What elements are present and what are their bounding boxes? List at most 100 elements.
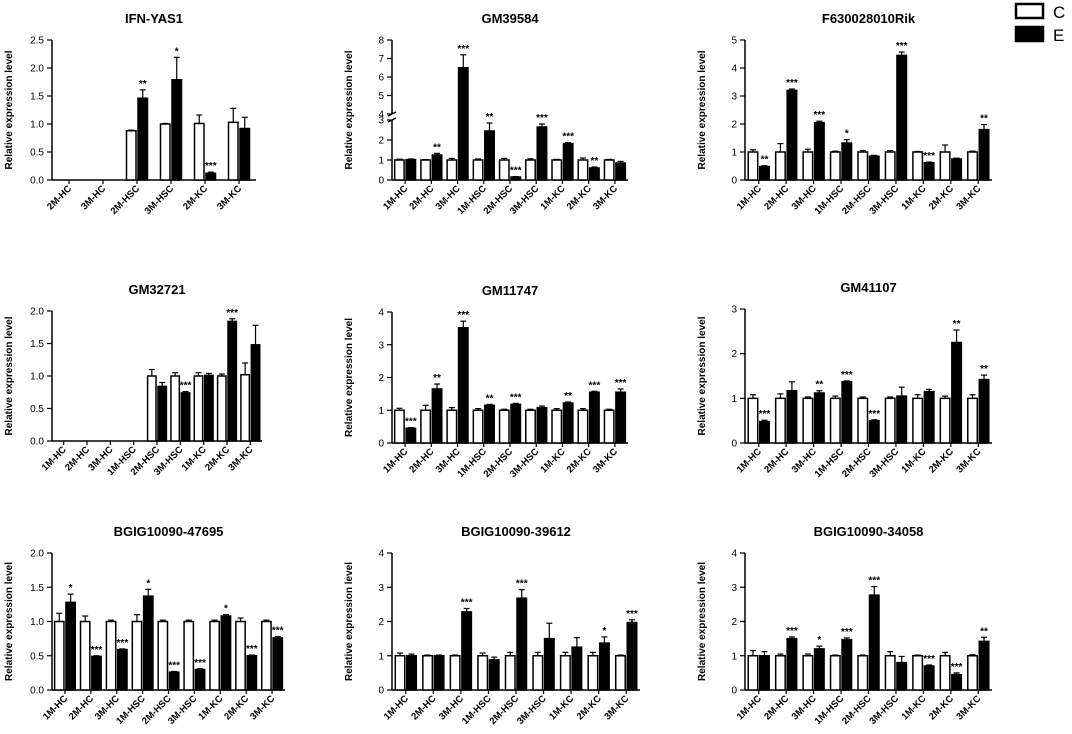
significance-label: ***	[457, 310, 469, 321]
y-tick-label: 3	[731, 583, 737, 594]
y-tick-label: 1.5	[30, 92, 44, 103]
significance-label: *	[602, 626, 606, 637]
chart-title: IFN-YAS1	[125, 11, 183, 26]
bar	[525, 159, 536, 181]
bar	[884, 397, 896, 444]
significance-label: ***	[246, 644, 258, 655]
x-tick-label: 2M-HC	[67, 693, 96, 722]
bar	[967, 397, 979, 444]
bar	[543, 637, 555, 691]
bar	[747, 151, 759, 181]
bar	[786, 389, 798, 444]
bar	[157, 620, 169, 691]
significance-label: **	[980, 114, 988, 125]
bar	[786, 89, 798, 181]
bar	[774, 397, 786, 444]
y-tick-label: 0.0	[30, 176, 44, 187]
x-tick-label: 3M-HSC	[868, 183, 902, 217]
x-tick-label: 3M-KC	[591, 446, 620, 475]
chart-title: GM41107	[840, 280, 896, 295]
bar	[240, 373, 251, 442]
y-tick-label: 2.0	[30, 64, 44, 75]
bar	[180, 392, 191, 442]
y-axis-label: Relative expression level	[4, 50, 15, 169]
x-tick-label: 1M-KC	[539, 446, 568, 475]
bar	[422, 655, 434, 691]
bar	[203, 374, 214, 442]
bar	[978, 378, 990, 444]
bar	[142, 595, 154, 691]
x-tick-label: 3M-HSC	[868, 693, 902, 727]
significance-label: ***	[615, 378, 627, 389]
bar	[813, 121, 825, 181]
x-tick-label: 2M-HC	[63, 444, 92, 473]
bar	[394, 655, 406, 691]
significance-label: **	[486, 112, 494, 123]
chart-panel: 0 1 2 34 5 6 7 8 GM39584 Relative expression leve…	[344, 11, 628, 217]
y-tick-label: 4	[378, 549, 384, 560]
y-axis-label: Relative expression level	[697, 50, 708, 169]
bar	[461, 611, 473, 691]
bar	[272, 637, 284, 691]
chart-panel: 0.0 0.5 1.0 1.5 2.0 BGIG10090-47695 Relative e…	[4, 524, 285, 727]
bar	[841, 381, 853, 444]
x-tick-label: 1M-HSC	[813, 446, 847, 480]
y-axis-label: Relative expression level	[344, 562, 355, 681]
x-tick-label: 1M-KC	[899, 446, 928, 475]
chart-panel: 0 1 2 3 4 BGIG10090-39612 Relative expression …	[344, 524, 640, 727]
bar	[457, 67, 469, 181]
significance-label: ***	[180, 381, 192, 392]
bar	[446, 159, 458, 181]
bar	[131, 620, 143, 691]
bar	[220, 615, 232, 691]
bar	[194, 668, 206, 691]
bar	[504, 655, 516, 691]
bar	[868, 419, 880, 444]
chart-title: GM11747	[482, 283, 538, 298]
bar	[159, 123, 171, 181]
y-tick-label: 3	[731, 92, 737, 103]
bar	[472, 409, 484, 444]
x-tick-label: 2M-HSC	[488, 693, 522, 727]
chart-title: BGIG10090-47695	[114, 524, 224, 539]
bar	[146, 375, 157, 442]
x-tick-label: 1M-HSC	[813, 183, 847, 217]
bar	[91, 655, 102, 691]
x-tick-label: 1M-KC	[547, 693, 576, 722]
y-axis-label: Relative expression level	[697, 316, 708, 435]
bar	[758, 655, 770, 691]
bar	[939, 397, 951, 444]
bar	[786, 637, 798, 691]
y-tick-label: 1	[378, 156, 384, 167]
bar	[510, 403, 522, 444]
bar	[571, 646, 583, 691]
y-tick-label: 2	[731, 617, 737, 628]
bar	[420, 409, 432, 444]
bar	[551, 159, 563, 181]
significance-label: **	[590, 156, 598, 167]
bar	[857, 151, 869, 181]
bar	[53, 620, 65, 691]
significance-label: ***	[168, 661, 180, 672]
bar	[431, 154, 443, 181]
x-tick-label: 1M-HC	[735, 183, 764, 212]
y-tick-label: 6	[378, 73, 384, 84]
bar	[884, 655, 896, 691]
bar	[615, 162, 627, 181]
bar	[588, 167, 600, 181]
bar	[868, 155, 880, 181]
y-tick-label: 2	[731, 349, 737, 360]
significance-label: ***	[272, 626, 284, 637]
bar	[923, 390, 935, 444]
x-tick-label: 2M-KC	[927, 183, 956, 212]
bar	[209, 620, 221, 691]
y-axis-label: Relative expression level	[344, 50, 355, 169]
bar	[562, 142, 574, 181]
bar	[774, 151, 786, 181]
bar	[614, 655, 626, 691]
bar	[813, 648, 825, 691]
significance-label: *	[845, 129, 849, 140]
y-axis-label: Relative expression level	[4, 316, 15, 435]
significance-label: *	[175, 46, 179, 57]
bar	[498, 409, 510, 444]
